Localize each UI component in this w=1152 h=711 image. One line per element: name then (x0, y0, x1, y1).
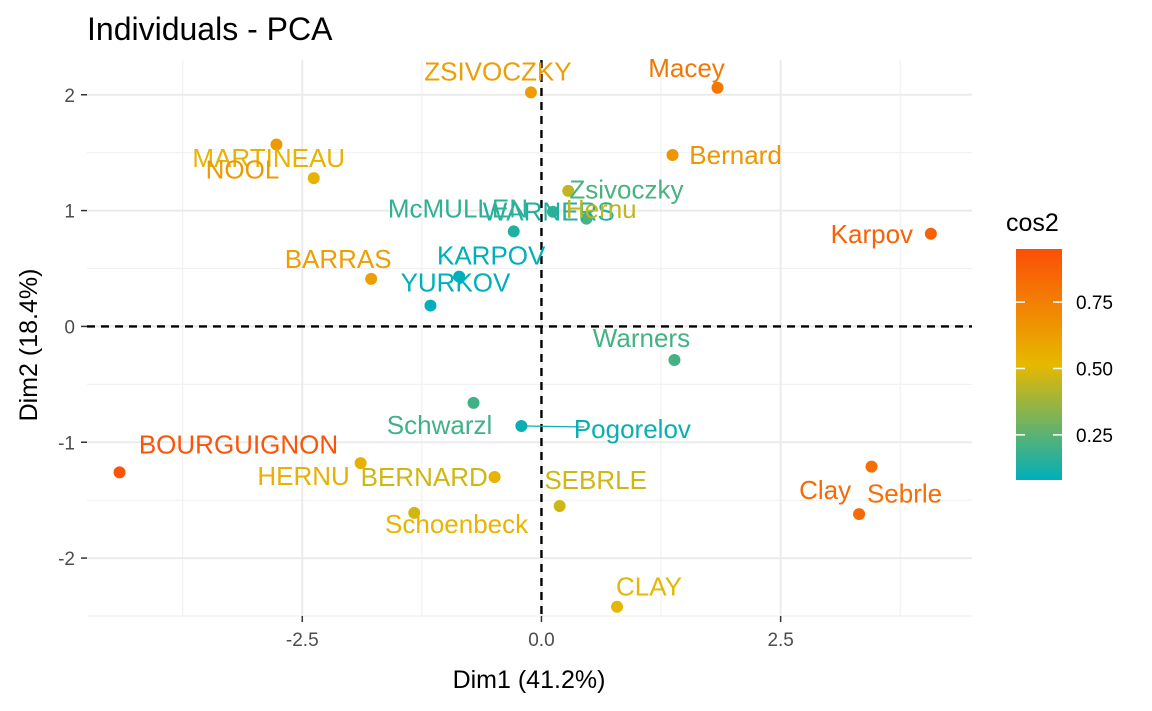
point-bernard (666, 148, 679, 161)
point-label-bourguignon: BOURGUIGNON (139, 429, 338, 459)
point-pogorelov (515, 420, 528, 433)
y-tick-label-4: 2 (64, 86, 75, 107)
point-karpov (924, 227, 937, 240)
point-hernu (562, 184, 575, 197)
axis-layer: -2.5 0.0 2.5 -2 -1 0 1 2 (58, 86, 794, 651)
point-label-macey: Macey (648, 53, 725, 83)
point-label-sebrle: Sebrle (867, 479, 942, 509)
point-clay (853, 508, 866, 521)
label-layer: SEBRLE CLAY KARPOV BERNARD YURKOV WARNERS ZSIV… (139, 53, 942, 602)
chart-title: Individuals - PCA (87, 11, 333, 47)
point-layer (113, 81, 937, 613)
point-bourguignon (113, 466, 126, 479)
x-tick-label-1: 0.0 (528, 630, 554, 651)
leader-lines (526, 425, 585, 428)
legend-break-label-2: 0.75 (1076, 293, 1113, 314)
point-label-barras: BARRAS (285, 244, 392, 274)
point-martineau (307, 172, 320, 185)
y-tick-label-3: 1 (64, 202, 75, 223)
point-label-warners: WARNERS (483, 196, 615, 226)
legend-colorbar: 0.25 0.50 0.75 (1016, 249, 1113, 480)
point-label-zsivoczky: ZSIVOCZKY (424, 56, 571, 86)
point-zsivoczky (524, 86, 537, 99)
point-label-nool: NOOL (206, 155, 280, 185)
leader-line-pogorelov (526, 425, 585, 428)
legend-gradient-bar (1016, 249, 1062, 480)
point-label-clay: Clay (799, 475, 851, 505)
point-bernard (408, 506, 421, 519)
point-label-schwarzl: Schwarzl (387, 410, 492, 440)
point-label-mcmullen: McMULLEN (388, 194, 528, 224)
y-tick-label-0: -2 (58, 549, 75, 570)
x-tick-label-0: -2.5 (286, 630, 319, 651)
y-tick-label-2: 0 (64, 317, 75, 338)
legend: cos2 0.25 0.50 0.75 (1006, 209, 1113, 480)
plot-panel: SEBRLE CLAY KARPOV BERNARD YURKOV WARNERS ZSIV… (87, 53, 972, 617)
legend-break-label-1: 0.50 (1076, 359, 1113, 380)
point-label-bernard: BERNARD (361, 462, 488, 492)
point-label-martineau: MARTINEAU (192, 143, 345, 173)
point-label-pogorelov: Pogorelov (574, 414, 691, 444)
point-mcmullen (546, 205, 559, 218)
point-hernu (354, 457, 367, 470)
point-warners (668, 354, 681, 367)
reference-lines (87, 60, 972, 616)
point-zsivoczky (580, 212, 593, 225)
point-label-warners: Warners (593, 323, 690, 353)
point-nool (270, 138, 283, 151)
legend-title: cos2 (1006, 209, 1059, 237)
point-label-karpov: KARPOV (437, 241, 546, 271)
point-label-hernu: Hernu (566, 194, 637, 224)
point-label-bernard: Bernard (689, 140, 782, 170)
point-clay (611, 600, 624, 613)
y-tick-label-1: -1 (58, 433, 75, 454)
point-warners (507, 225, 520, 238)
point-schwarzl (467, 396, 480, 409)
point-label-zsivoczky: Zsivoczky (569, 175, 683, 205)
point-macey (711, 81, 724, 94)
point-label-karpov: Karpov (831, 219, 913, 249)
point-sebrle (865, 460, 878, 473)
y-axis-title: Dim2 (18.4%) (15, 269, 43, 422)
x-tick-label-2: 2.5 (767, 630, 793, 651)
point-yurkov (424, 299, 437, 312)
point-label-hernu: HERNU (257, 461, 349, 491)
legend-break-label-0: 0.25 (1076, 426, 1113, 447)
point-sebrle (553, 499, 566, 512)
point-karpov (453, 270, 466, 283)
point-label-schoenbeck: Schoenbeck (385, 509, 529, 539)
x-axis-title: Dim1 (41.2%) (453, 666, 606, 694)
point-label-clay: CLAY (616, 572, 682, 602)
point-label-sebrle: SEBRLE (544, 465, 647, 495)
point-label-yurkov: YURKOV (401, 268, 511, 298)
point-schoenbeck (488, 471, 501, 483)
point-barras (365, 272, 378, 285)
